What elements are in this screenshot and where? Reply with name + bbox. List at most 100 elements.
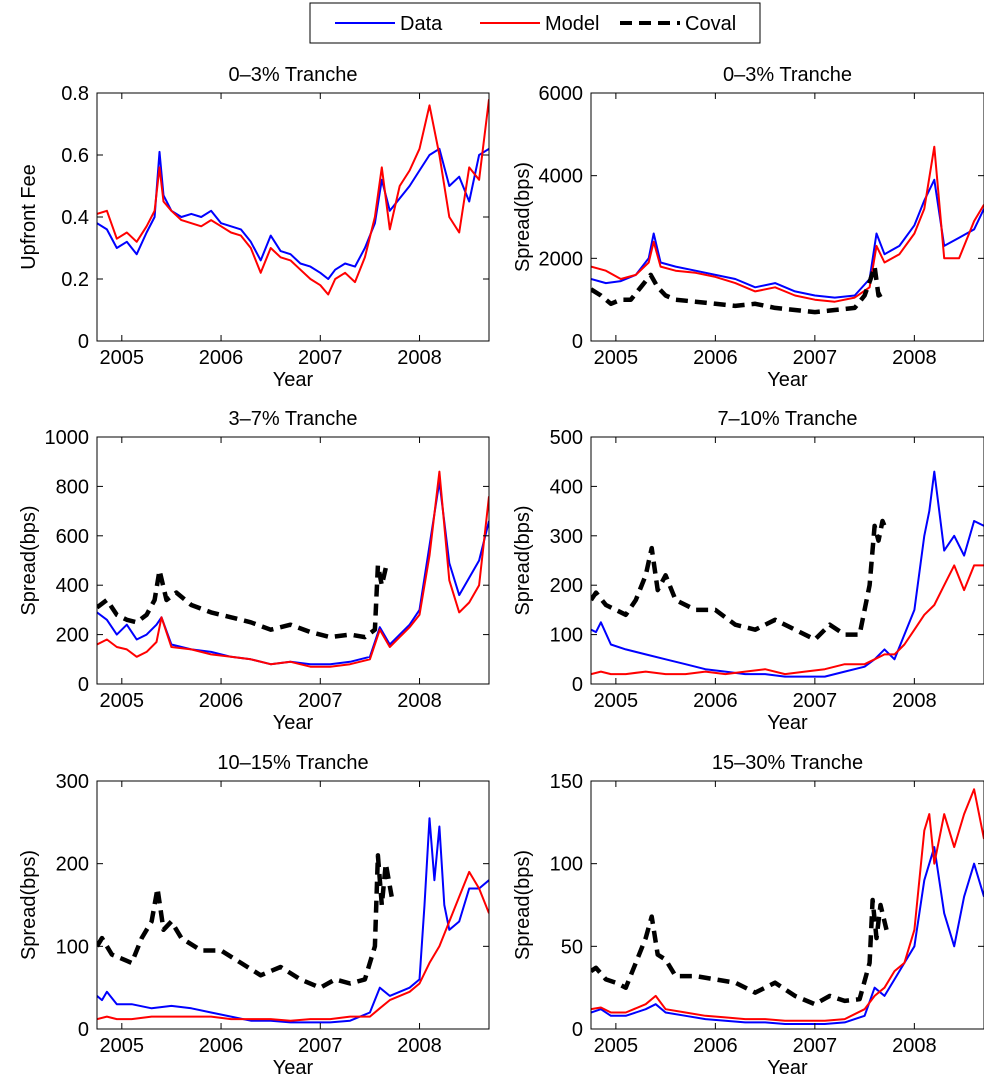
series-line-coval	[591, 897, 889, 1007]
series-line-data	[97, 480, 489, 666]
panel-3: 0 200 400 600 800 1000 2005 2006 2007 2008 3–7% Tr…	[18, 408, 490, 734]
axes-box	[96, 436, 490, 685]
x-tick-label: 2007	[298, 690, 343, 712]
x-tick-label: 2007	[298, 1035, 343, 1057]
y-axis-label: Spread(bps)	[512, 162, 534, 272]
y-tick-label: 400	[56, 575, 89, 597]
x-tick-label: 2005	[100, 347, 145, 369]
y-tick-label: 600	[56, 526, 89, 548]
y-tick-label: 800	[56, 476, 89, 498]
y-tick-label: 300	[56, 771, 89, 793]
x-tick-label: 2007	[793, 1035, 838, 1057]
legend-entry-model: Model	[480, 13, 599, 35]
series-line-model	[97, 470, 489, 668]
x-tick-label: 2008	[397, 1035, 442, 1057]
legend: Data Model Coval	[309, 2, 761, 44]
y-tick-label: 100	[56, 936, 89, 958]
y-tick-label: 100	[550, 625, 583, 647]
y-tick-label: 200	[56, 625, 89, 647]
y-tick-label: 0	[78, 674, 89, 696]
y-tick-label: 0.2	[61, 269, 89, 291]
series-line-model	[97, 870, 489, 1022]
series-group	[97, 99, 489, 296]
series-line-data	[591, 178, 984, 299]
y-tick-label: 2000	[539, 248, 584, 270]
panel-title: 7–10% Tranche	[717, 408, 857, 430]
x-tick-label: 2008	[397, 347, 442, 369]
legend-label-model: Model	[545, 13, 599, 35]
y-tick-label: 0.8	[61, 83, 89, 105]
x-axis-label: Year	[273, 712, 314, 734]
series-group	[591, 470, 984, 678]
y-tick-label: 0.6	[61, 145, 89, 167]
x-tick-label: 2006	[693, 690, 738, 712]
series-line-data	[97, 147, 489, 280]
x-axis-label: Year	[273, 369, 314, 391]
x-tick-label: 2008	[397, 690, 442, 712]
axes-box	[590, 92, 984, 342]
x-tick-label: 2007	[793, 690, 838, 712]
y-tick-label: 6000	[539, 83, 584, 105]
y-tick-label: 1000	[45, 427, 90, 449]
x-tick-label: 2006	[199, 690, 244, 712]
panel-title: 10–15% Tranche	[217, 752, 368, 774]
y-tick-label: 0	[78, 331, 89, 353]
x-tick-label: 2006	[199, 347, 244, 369]
y-tick-label: 100	[550, 854, 583, 876]
y-axis-label: Spread(bps)	[512, 850, 534, 960]
series-line-coval	[97, 853, 394, 990]
panel-title: 15–30% Tranche	[712, 752, 863, 774]
y-tick-label: 0	[572, 1019, 583, 1041]
y-tick-label: 200	[56, 854, 89, 876]
y-tick-label: 0	[572, 674, 583, 696]
x-axis-label: Year	[767, 369, 808, 391]
x-tick-label: 2007	[793, 347, 838, 369]
series-line-data	[591, 846, 984, 1025]
series-line-coval	[591, 264, 888, 315]
series-group	[591, 145, 984, 315]
series-line-coval	[591, 518, 889, 642]
y-axis-label: Upfront Fee	[18, 164, 40, 270]
panel-title: 0–3% Tranche	[723, 64, 852, 86]
y-tick-label: 300	[550, 526, 583, 548]
axes-box	[590, 436, 984, 685]
series-line-model	[591, 145, 984, 303]
x-tick-label: 2005	[594, 690, 639, 712]
y-tick-label: 150	[550, 771, 583, 793]
series-line-model	[97, 99, 489, 296]
axes-box	[590, 780, 984, 1030]
legend-label-coval: Coval	[685, 13, 736, 35]
x-tick-label: 2005	[594, 1035, 639, 1057]
panel-5: 0 100 200 300 2005 2006 2007 2008 10–15% Tranche…	[18, 752, 490, 1079]
legend-label-data: Data	[400, 13, 443, 35]
x-tick-label: 2005	[100, 690, 145, 712]
axes-box	[96, 92, 490, 342]
series-line-data	[97, 817, 489, 1024]
x-tick-label: 2008	[892, 1035, 937, 1057]
panel-6: 0 50 100 150 2005 2006 2007 2008 15–30% Tranche Y…	[512, 752, 984, 1079]
chart-panels: 0 0.2 0.4 0.6 0.8 2005 2006 2007 2008 0–3% Tranch…	[18, 64, 984, 1079]
y-tick-label: 400	[550, 476, 583, 498]
y-axis-label: Spread(bps)	[512, 505, 534, 615]
x-axis-label: Year	[767, 712, 808, 734]
y-tick-label: 0	[78, 1019, 89, 1041]
series-group	[97, 470, 489, 668]
y-tick-label: 500	[550, 427, 583, 449]
x-tick-label: 2008	[892, 690, 937, 712]
panel-2: 0 2000 4000 6000 2005 2006 2007 2008 0–3% Tranch…	[512, 64, 984, 391]
series-line-data	[591, 470, 984, 678]
y-tick-label: 0	[572, 331, 583, 353]
x-tick-label: 2006	[199, 1035, 244, 1057]
legend-entry-data: Data	[335, 13, 443, 35]
y-tick-label: 50	[561, 936, 583, 958]
series-group	[97, 817, 489, 1024]
panel-4: 0 100 200 300 400 500 2005 2006 2007 2008 7–10% Tr…	[512, 408, 984, 734]
legend-entry-coval: Coval	[620, 13, 736, 35]
panel-title: 3–7% Tranche	[229, 408, 358, 430]
series-line-model	[591, 788, 984, 1022]
x-axis-label: Year	[273, 1057, 314, 1079]
x-tick-label: 2005	[100, 1035, 145, 1057]
y-tick-label: 4000	[539, 166, 584, 188]
x-tick-label: 2007	[298, 347, 343, 369]
